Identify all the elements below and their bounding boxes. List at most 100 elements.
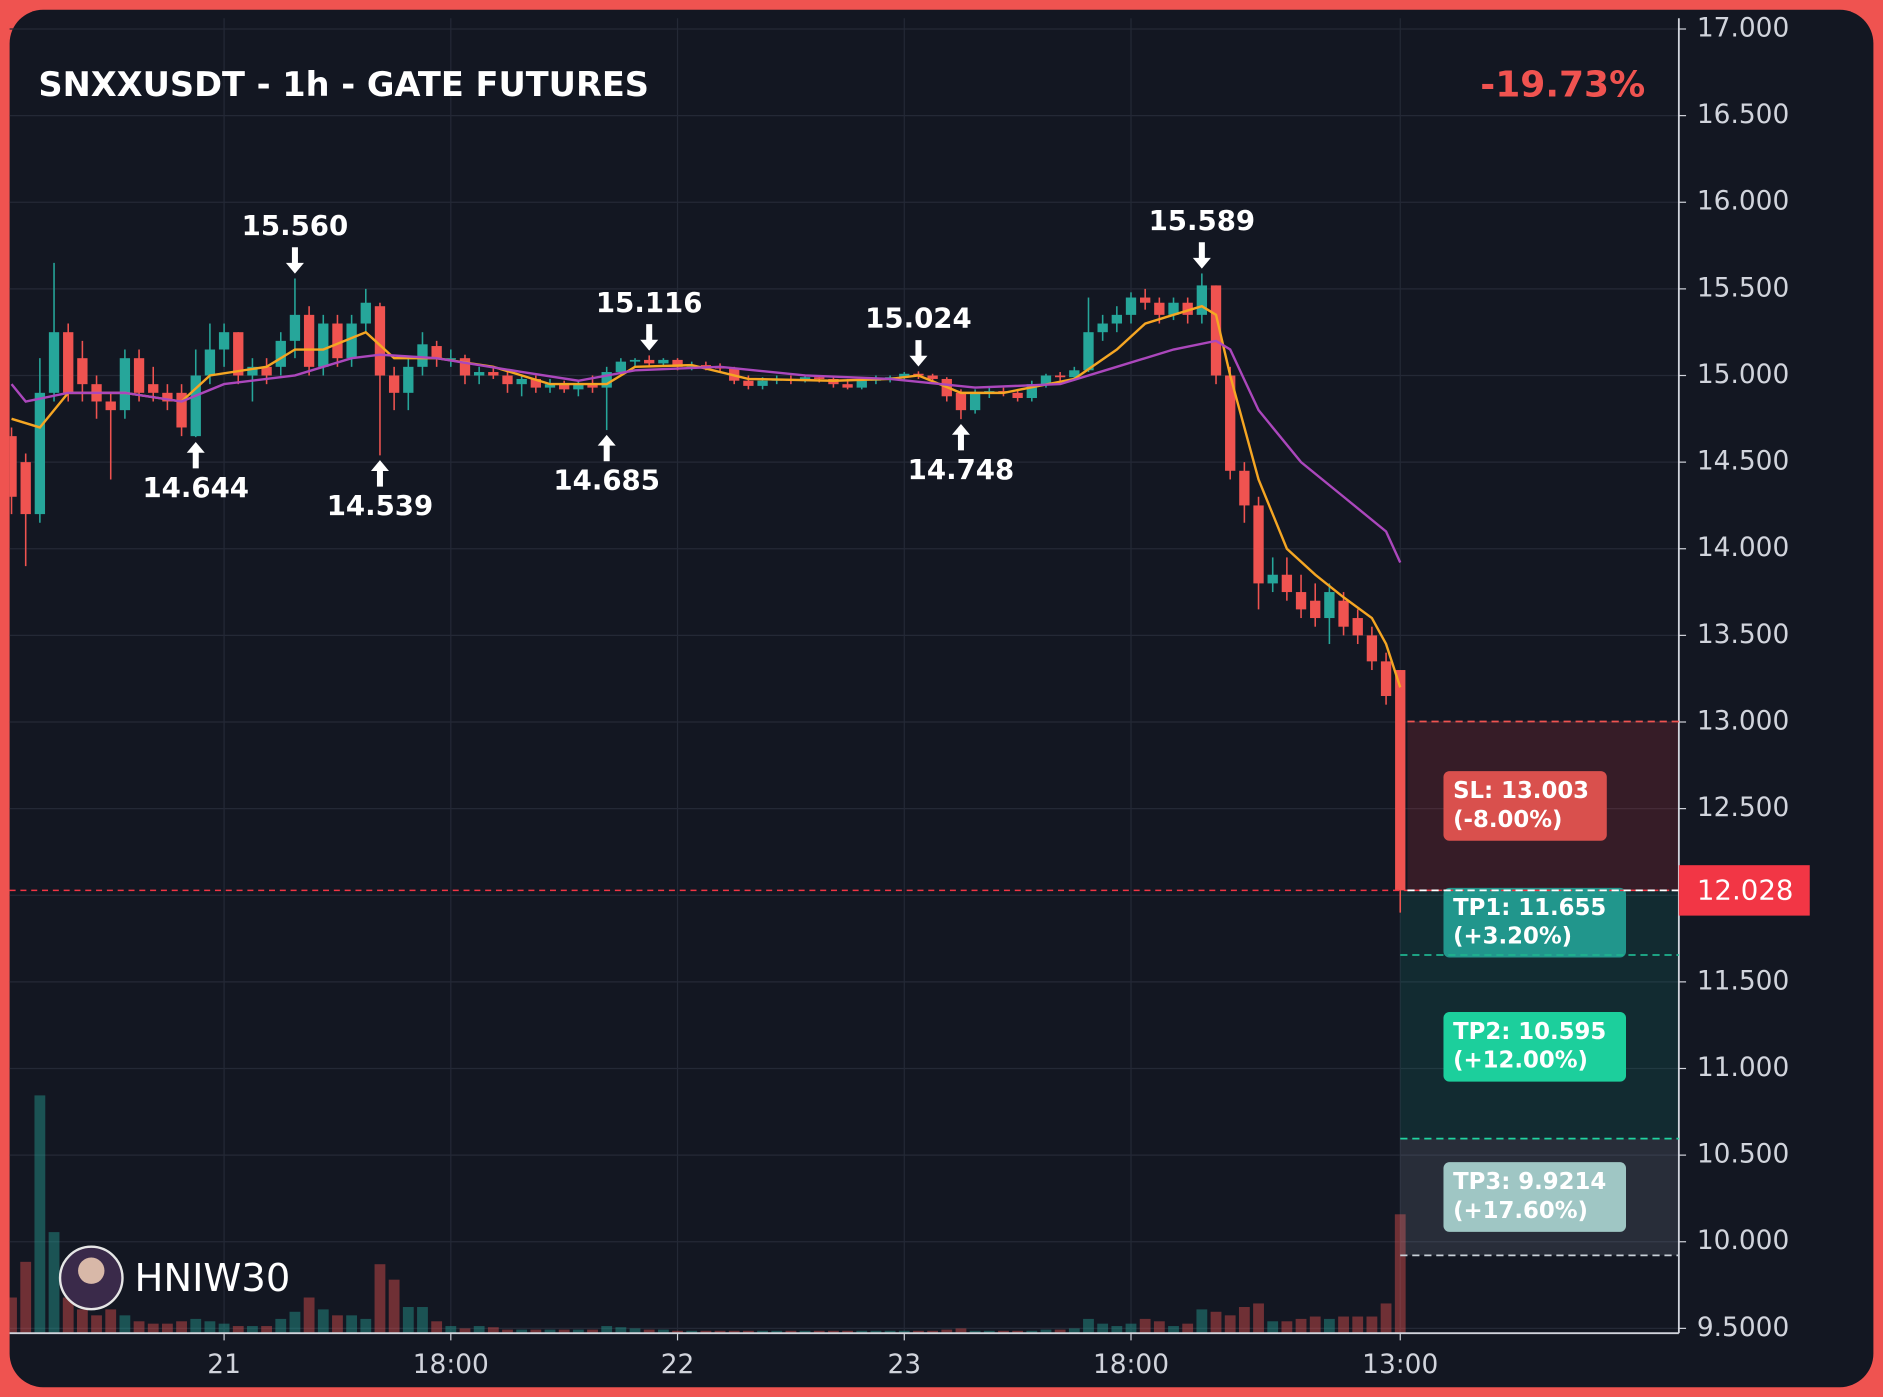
volume-bar (884, 1330, 896, 1334)
candle-body (431, 346, 442, 359)
candle-body (247, 366, 258, 376)
candle-body (20, 462, 31, 515)
candle-body (1310, 600, 1321, 619)
candle-body (148, 384, 159, 393)
volume-bar (516, 1329, 528, 1334)
volume-bar (941, 1329, 953, 1334)
candle-body (1338, 600, 1349, 627)
candle-body (1196, 285, 1208, 315)
candle-body (1239, 470, 1250, 506)
volume-bar (374, 1264, 386, 1334)
level-box (1443, 771, 1607, 841)
volume-bar (1153, 1321, 1165, 1334)
volume-bar (473, 1326, 485, 1334)
candle-body (105, 401, 116, 411)
volume-bar (771, 1330, 783, 1334)
volume-bar (431, 1321, 443, 1334)
level-box (1443, 887, 1627, 958)
volume-bar (162, 1323, 173, 1334)
candle-body (9, 436, 17, 497)
x-tick-label: 21 (207, 1349, 241, 1380)
annotation-arrow (370, 460, 389, 487)
volume-bar (317, 1309, 329, 1334)
volume-bar (417, 1307, 428, 1334)
y-tick-label: 11.000 (1697, 1052, 1789, 1083)
volume-bar (1012, 1330, 1024, 1334)
volume-bar (799, 1330, 811, 1334)
candle-body (162, 392, 173, 402)
annotation-label: 15.589 (1149, 204, 1256, 237)
level-note: (+12.00%) (1453, 1048, 1588, 1074)
candle-body (403, 366, 414, 393)
volume-bar (388, 1279, 400, 1334)
candle-body (1352, 618, 1363, 636)
volume-bar (204, 1321, 216, 1334)
candle-body (516, 378, 527, 385)
candle-body (204, 349, 216, 376)
y-tick-label: 9.5000 (1697, 1312, 1789, 1343)
overlay: 17.000 16.500 16.000 15.500 15.000 14.500 14.0… (9, 13, 1810, 1380)
ma-line (10, 339, 1402, 564)
volume-bar (332, 1315, 343, 1334)
volume-bar (558, 1329, 570, 1334)
volume-bar (870, 1330, 882, 1334)
candle-body (1395, 670, 1406, 891)
annotation-arrow (186, 441, 205, 469)
candle-body (601, 372, 612, 388)
y-tick-label: 12.500 (1697, 792, 1789, 823)
candle-body (318, 323, 329, 367)
annotation-label: 14.685 (553, 464, 660, 497)
y-tick-label: 13.500 (1697, 619, 1789, 650)
candle-body (1253, 505, 1264, 584)
volume-bar (91, 1315, 102, 1334)
candle-body (842, 384, 853, 388)
volume-bar (601, 1326, 613, 1334)
candle-body (63, 332, 74, 393)
level-label: TP2: 10.595 (1453, 1019, 1606, 1045)
candle-body (332, 323, 343, 359)
volume-bar (402, 1307, 414, 1334)
annotation-arrow (909, 340, 928, 367)
volume-bar (1196, 1309, 1208, 1334)
candle-body (1012, 392, 1023, 399)
volume-bar (643, 1329, 655, 1334)
volume-bar (261, 1326, 273, 1334)
candle-body (34, 392, 46, 515)
volume-bar (898, 1330, 910, 1334)
candle-body (1083, 332, 1094, 371)
volume-bar (714, 1330, 726, 1334)
y-tick-label: 16.000 (1697, 186, 1789, 217)
y-tick-label: 15.000 (1697, 359, 1789, 390)
annotation-arrow (640, 324, 659, 351)
annotation-arrow (951, 423, 970, 451)
candle-body (1168, 302, 1179, 315)
annotation-label: 15.116 (596, 286, 703, 319)
volume-bar (190, 1318, 202, 1334)
y-tick-label: 17.000 (1697, 13, 1789, 44)
candle-body (261, 366, 272, 376)
volume-bar (657, 1329, 669, 1334)
candle-body (1267, 574, 1278, 584)
volume-bar (1054, 1329, 1066, 1334)
chart-title: SNXXUSDT - 1h - GATE FUTURES (38, 65, 649, 104)
volume-bar (1125, 1323, 1137, 1334)
candle-body (1140, 297, 1151, 303)
level-label: TP1: 11.655 (1453, 895, 1606, 921)
candle-body (1281, 574, 1293, 593)
candle-body (445, 358, 456, 360)
candle-body (233, 332, 244, 376)
candle-body (1040, 375, 1052, 385)
level-box (1443, 1012, 1627, 1082)
price-tag (1678, 865, 1810, 916)
volume-bar (672, 1330, 683, 1334)
volume-bar (346, 1315, 358, 1334)
candle-body (77, 358, 88, 385)
candle-body (303, 314, 315, 367)
candle-body (743, 380, 754, 386)
volume-bar (572, 1329, 584, 1334)
volume-bar (983, 1330, 995, 1334)
candle-body (1054, 375, 1066, 378)
candle-body (927, 375, 938, 379)
candle-body (1111, 314, 1122, 324)
volume-bar (176, 1321, 187, 1334)
